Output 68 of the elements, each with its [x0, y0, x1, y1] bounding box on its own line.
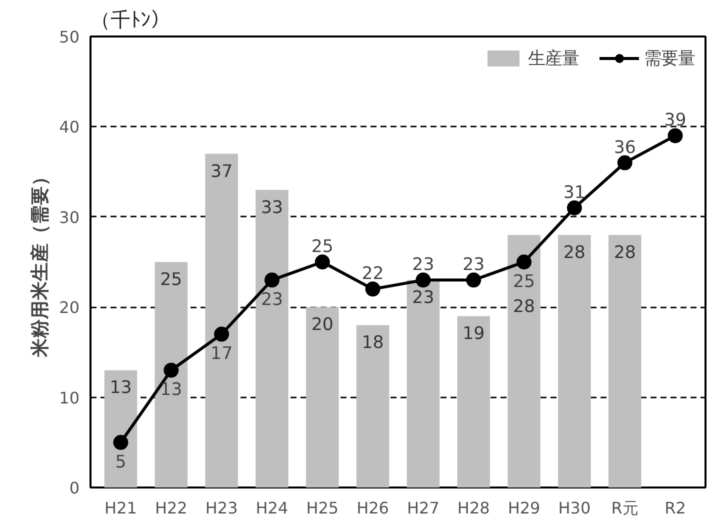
data-label: 25 — [311, 237, 334, 257]
point — [264, 272, 280, 288]
x-tick-label: H28 — [457, 498, 490, 518]
x-tick-label: H24 — [256, 498, 288, 518]
data-label: 36 — [614, 138, 636, 158]
data-label: 31 — [563, 182, 586, 203]
data-label: 39 — [664, 110, 686, 131]
data-label: 23 — [462, 255, 485, 276]
x-tick-label: H23 — [205, 498, 238, 518]
data-label: 28 — [513, 297, 536, 318]
point — [466, 272, 482, 288]
point — [668, 128, 683, 144]
chart-title: （千ﾄﾝ） — [90, 8, 170, 32]
bar — [608, 234, 642, 488]
data-label: 28 — [563, 242, 586, 263]
point — [617, 155, 632, 170]
legend-label: 需要量 — [644, 48, 695, 70]
y-axis-title: 米粉用米生産（需要） — [29, 167, 52, 358]
data-label: 22 — [362, 264, 384, 284]
data-label: 28 — [614, 242, 636, 263]
bar — [256, 190, 288, 488]
point — [214, 326, 230, 342]
x-tick-label: H21 — [104, 498, 137, 518]
data-label: 23 — [412, 255, 434, 276]
bar — [406, 280, 440, 488]
data-label: 25 — [513, 272, 536, 292]
data-label: 13 — [160, 380, 182, 400]
x-tick-label: H22 — [154, 498, 188, 518]
point — [113, 434, 128, 450]
x-tick-label: H26 — [356, 498, 389, 518]
x-tick-label: H30 — [558, 498, 591, 518]
y-tick-label: 20 — [59, 298, 80, 318]
x-tick-label: H29 — [508, 498, 540, 518]
legend-label: 生産量 — [528, 48, 579, 70]
data-label: 13 — [110, 378, 132, 398]
data-label: 25 — [160, 270, 182, 290]
data-label: 37 — [210, 162, 233, 182]
data-label: 23 — [260, 290, 284, 310]
bar — [205, 154, 238, 488]
x-tick-label: R元 — [611, 498, 638, 518]
bar — [508, 234, 540, 488]
point — [566, 200, 582, 216]
bar — [104, 370, 138, 488]
point — [365, 282, 380, 297]
x-tick-label: R2 — [664, 498, 686, 518]
data-label: 5 — [115, 452, 126, 472]
data-label: 33 — [260, 198, 284, 218]
bar — [356, 325, 390, 488]
point — [516, 254, 532, 270]
data-label: 20 — [311, 315, 334, 336]
bar — [558, 234, 591, 488]
y-tick-label: 0 — [69, 478, 80, 498]
bar — [306, 307, 339, 488]
data-label: 23 — [412, 288, 434, 308]
point — [164, 362, 179, 378]
bar — [457, 316, 490, 488]
y-tick-label: 10 — [59, 388, 80, 408]
y-tick-label: 40 — [59, 118, 80, 137]
point — [416, 272, 431, 288]
y-tick-label: 30 — [59, 208, 80, 227]
y-tick-label: 50 — [59, 28, 80, 46]
bar — [154, 262, 188, 488]
point — [314, 254, 330, 270]
data-label: 17 — [210, 344, 233, 364]
x-tick-label: H27 — [407, 498, 440, 518]
x-tick-label: H25 — [306, 498, 339, 518]
data-label: 18 — [362, 333, 384, 354]
data-label: 19 — [462, 324, 485, 344]
